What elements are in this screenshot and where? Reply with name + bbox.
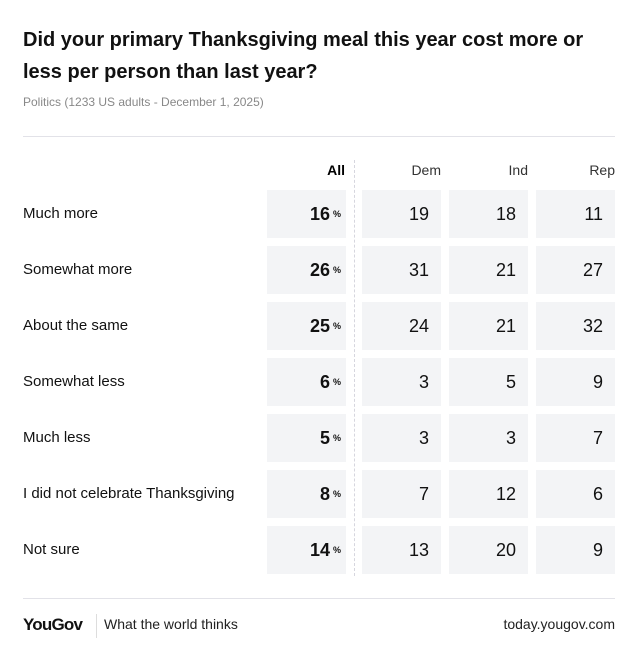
column-header-ind: Ind (508, 162, 528, 178)
percent-sign: % (332, 489, 341, 499)
percent-sign: % (332, 377, 341, 387)
cell-rep: 27 (536, 246, 615, 294)
row-label: I did not celebrate Thanksgiving (23, 485, 235, 502)
cell-ind: 18 (449, 190, 528, 238)
table-row: About the same 25% 24 21 32 (0, 302, 637, 350)
header-divider (23, 136, 615, 137)
footer-divider (23, 598, 615, 599)
footer-url-link[interactable]: today.yougov.com (503, 616, 615, 632)
column-divider (354, 160, 355, 576)
cell-dem: 24 (362, 302, 441, 350)
percent-sign: % (332, 321, 341, 331)
value-all: 26 (309, 259, 330, 280)
percent-sign: % (332, 433, 341, 443)
cell-ind: 12 (449, 470, 528, 518)
cell-all: 8% (267, 470, 346, 518)
percent-sign: % (332, 265, 341, 275)
cell-all: 5% (267, 414, 346, 462)
cell-all: 26% (267, 246, 346, 294)
column-header-all: All (327, 162, 345, 178)
table-row: Somewhat more 26% 31 21 27 (0, 246, 637, 294)
table-row: Not sure 14% 13 20 9 (0, 526, 637, 574)
table-row: Much more 16% 19 18 11 (0, 190, 637, 238)
cell-ind: 21 (449, 302, 528, 350)
cell-rep: 9 (536, 358, 615, 406)
cell-dem: 7 (362, 470, 441, 518)
value-all: 14 (309, 539, 330, 560)
row-label: Somewhat less (23, 373, 125, 390)
value-all: 6 (319, 371, 330, 392)
cell-dem: 3 (362, 414, 441, 462)
row-label: About the same (23, 317, 129, 334)
value-all: 8 (319, 483, 330, 504)
cell-all: 6% (267, 358, 346, 406)
yougov-logo: YouGov (23, 615, 83, 634)
cell-ind: 3 (449, 414, 528, 462)
percent-sign: % (332, 545, 341, 555)
cell-rep: 7 (536, 414, 615, 462)
cell-ind: 20 (449, 526, 528, 574)
table-row: I did not celebrate Thanksgiving 8% 7 12… (0, 470, 637, 518)
cell-all: 16% (267, 190, 346, 238)
row-label: Not sure (23, 541, 80, 558)
cell-dem: 3 (362, 358, 441, 406)
cell-rep: 11 (536, 190, 615, 238)
table-row: Much less 5% 3 3 7 (0, 414, 637, 462)
footer-separator (96, 614, 97, 638)
cell-rep: 9 (536, 526, 615, 574)
row-label: Much less (23, 429, 91, 446)
cell-rep: 32 (536, 302, 615, 350)
percent-sign: % (332, 209, 341, 219)
row-label: Somewhat more (23, 261, 133, 278)
column-header-rep: Rep (589, 162, 615, 178)
cell-dem: 13 (362, 526, 441, 574)
value-all: 25 (309, 315, 330, 336)
cell-rep: 6 (536, 470, 615, 518)
cell-ind: 5 (449, 358, 528, 406)
cell-dem: 19 (362, 190, 441, 238)
value-all: 16 (309, 203, 330, 224)
cell-ind: 21 (449, 246, 528, 294)
cell-all: 14% (267, 526, 346, 574)
subtitle: Politics (1233 US adults - December 1, 2… (23, 95, 264, 109)
footer-tagline: What the world thinks (104, 616, 238, 632)
table-row: Somewhat less 6% 3 5 9 (0, 358, 637, 406)
page-title: Did your primary Thanksgiving meal this … (23, 29, 584, 83)
value-all: 5 (319, 427, 330, 448)
row-label: Much more (23, 205, 99, 222)
cell-dem: 31 (362, 246, 441, 294)
column-header-dem: Dem (411, 162, 441, 178)
cell-all: 25% (267, 302, 346, 350)
